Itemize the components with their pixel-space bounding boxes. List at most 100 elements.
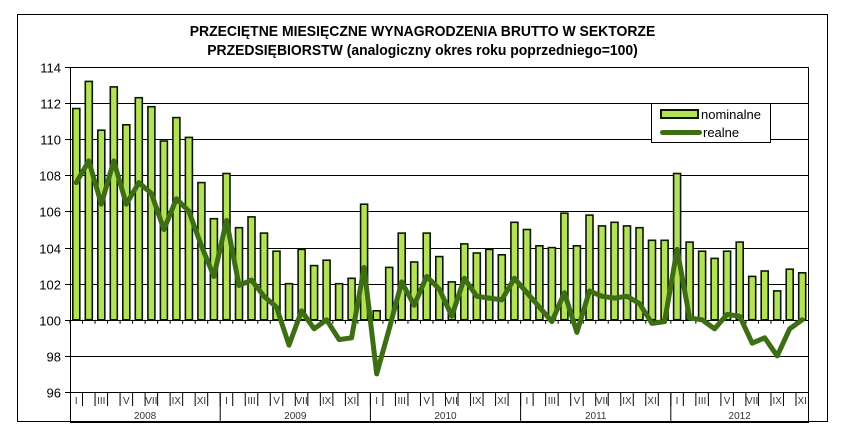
bar-nominal: [397, 232, 407, 321]
bar-nominal: [597, 225, 607, 321]
bar-nominal: [359, 203, 369, 321]
bar-nominal: [522, 228, 532, 321]
month-label: V: [123, 396, 130, 407]
bar-nominal: [347, 277, 356, 321]
bar-nominal: [610, 221, 619, 321]
month-label: IX: [772, 396, 782, 407]
chart-title: PRZECIĘTNE MIESIĘCZNE WYNAGRODZENIA BRUT…: [30, 22, 816, 60]
bar-nominal: [697, 250, 707, 321]
bar-nominal: [184, 136, 194, 321]
bar-nominal: [372, 309, 382, 321]
year-label: 2009: [284, 411, 307, 422]
y-tick-label: 110: [40, 133, 61, 148]
month-label: IX: [472, 396, 482, 407]
month-label: III: [247, 396, 255, 407]
month-label: I: [375, 396, 378, 407]
legend-item-real: realne: [660, 124, 739, 140]
bar-nominal: [722, 250, 732, 321]
month-label: III: [698, 396, 706, 407]
bar-nominal: [222, 172, 231, 321]
bar-nominal: [322, 259, 331, 321]
bar-nominal: [484, 248, 494, 321]
bar-nominal: [122, 124, 131, 321]
bar-nominal: [109, 86, 119, 321]
bar-nominal: [585, 214, 594, 321]
year-label: 2010: [434, 411, 457, 422]
bar-nominal: [710, 257, 719, 321]
bar-nominal: [272, 250, 281, 321]
y-tick-label: 96: [47, 386, 61, 401]
month-label: I: [676, 396, 679, 407]
legend-label-real: realne: [703, 124, 740, 140]
month-label: XI: [647, 396, 656, 407]
year-label: 2012: [729, 411, 752, 422]
real-line: [73, 158, 805, 377]
year-label: 2011: [585, 411, 607, 422]
month-label: VII: [446, 396, 458, 407]
legend-label-nominal: nominalne: [701, 106, 761, 122]
bar-nominal: [510, 221, 519, 321]
y-axis-ticks: 96 98 100 102 104 106 108 110 112 114: [39, 61, 70, 401]
month-label: XI: [497, 396, 506, 407]
y-tick-label: 112: [40, 97, 61, 112]
month-label: I: [525, 396, 528, 407]
legend-line-swatch-icon: [660, 129, 702, 135]
y-tick-label: 98: [47, 350, 61, 365]
year-label: 2008: [134, 411, 157, 422]
bar-nominal: [172, 116, 181, 321]
bar-nominal: [535, 245, 544, 321]
y-tick-label: 100: [39, 314, 61, 329]
chart-title-line-1: PRZECIĘTNE MIESIĘCZNE WYNAGRODZENIA BRUT…: [189, 23, 656, 40]
bar-nominal: [84, 80, 94, 321]
bar-nominal: [259, 232, 269, 321]
month-label: V: [724, 396, 731, 407]
bar-nominal: [560, 212, 569, 321]
month-label: VII: [145, 396, 157, 407]
bar-nominal: [134, 96, 144, 321]
month-label: XI: [347, 396, 356, 407]
month-label: I: [75, 396, 78, 407]
bar-nominal: [147, 105, 156, 321]
month-label: VII: [295, 396, 307, 407]
month-label: V: [574, 396, 581, 407]
legend-item-nominal: nominalne: [660, 106, 761, 122]
month-label: XI: [197, 396, 206, 407]
bar-nominal: [247, 216, 256, 321]
bar-nominal: [409, 261, 419, 321]
month-label: III: [398, 396, 406, 407]
bar-nominal: [97, 129, 106, 321]
line-real: [73, 158, 805, 377]
chart-frame: [17, 14, 828, 422]
bar-nominal: [309, 264, 319, 321]
bar-nominal: [497, 254, 507, 321]
legend-bar-swatch-icon: [660, 109, 699, 119]
month-label: I: [225, 396, 228, 407]
month-label: VII: [746, 396, 758, 407]
bar-nominal: [297, 248, 306, 321]
bar-nominal: [747, 275, 757, 321]
bar-nominal: [797, 271, 807, 321]
y-tick-label: 104: [39, 242, 61, 257]
bar-nominal: [647, 239, 657, 321]
month-label: IX: [322, 396, 332, 407]
month-label: VII: [596, 396, 608, 407]
bar-nominal: [760, 270, 770, 321]
month-label: XI: [798, 396, 807, 407]
chart-title-line-2: PRZEDSIĘBIORSTW (analogiczny okres roku …: [207, 42, 638, 59]
bar-nominal: [472, 252, 482, 321]
bar-nominal: [284, 282, 294, 321]
month-label: V: [273, 396, 280, 407]
bar-nominal: [72, 107, 81, 321]
y-tick-label: 108: [39, 169, 61, 184]
month-label: IX: [172, 396, 182, 407]
bar-nominal: [772, 290, 782, 321]
bar-nominal: [785, 268, 795, 321]
bar-nominal: [735, 241, 745, 321]
bar-nominal: [572, 245, 582, 321]
month-label: V: [423, 396, 430, 407]
month-label: III: [548, 396, 556, 407]
legend: nominalne realne: [651, 103, 771, 143]
bar-nominal: [672, 172, 682, 321]
